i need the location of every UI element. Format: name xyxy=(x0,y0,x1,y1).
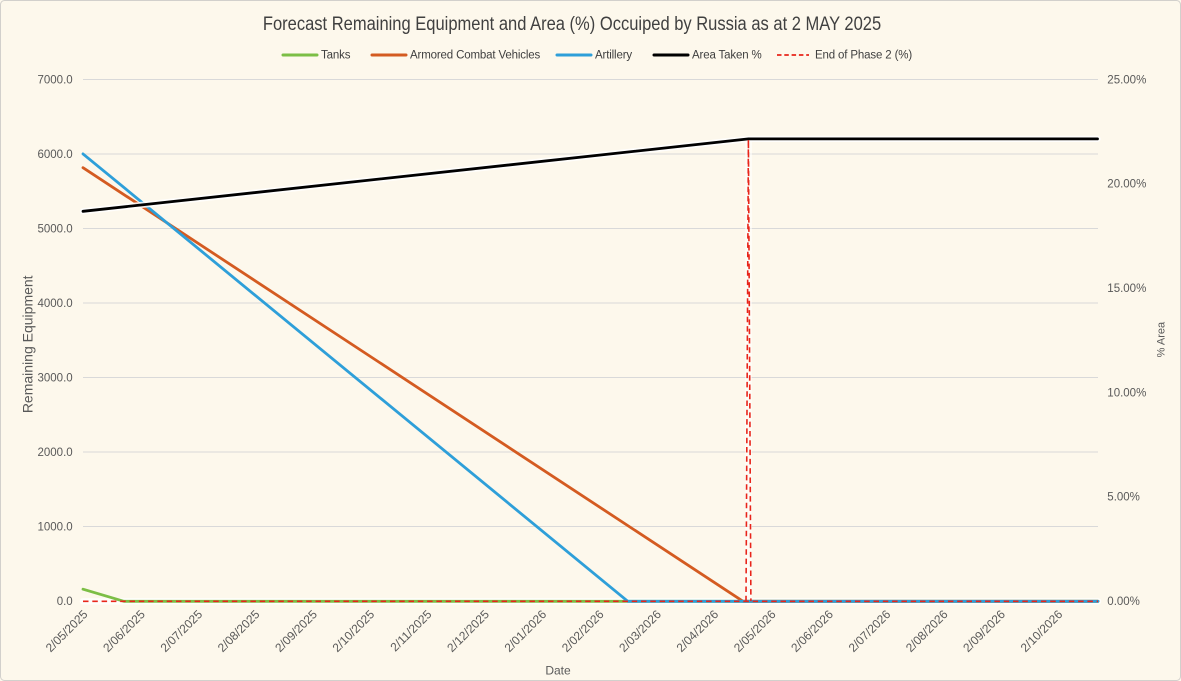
svg-text:Artillery: Artillery xyxy=(595,49,632,61)
svg-text:0.0: 0.0 xyxy=(57,596,73,608)
svg-text:6000.0: 6000.0 xyxy=(38,149,73,161)
svg-text:Armored Combat Vehicles: Armored Combat Vehicles xyxy=(410,49,541,61)
svg-text:0.00%: 0.00% xyxy=(1107,596,1140,608)
svg-text:End of Phase 2 (%): End of Phase 2 (%) xyxy=(815,49,912,61)
svg-text:1000.0: 1000.0 xyxy=(38,521,73,533)
svg-text:Remaining Equipment: Remaining Equipment xyxy=(20,275,36,413)
svg-text:25.00%: 25.00% xyxy=(1107,74,1146,86)
svg-text:Area Taken %: Area Taken % xyxy=(692,49,762,61)
svg-text:3000.0: 3000.0 xyxy=(38,372,73,384)
svg-text:Date: Date xyxy=(545,664,571,678)
svg-text:7000.0: 7000.0 xyxy=(38,74,73,86)
svg-text:5000.0: 5000.0 xyxy=(38,223,73,235)
svg-text:Forecast Remaining Equipment a: Forecast Remaining Equipment and Area (%… xyxy=(263,13,881,34)
svg-text:15.00%: 15.00% xyxy=(1107,283,1146,295)
svg-text:5.00%: 5.00% xyxy=(1107,492,1140,504)
svg-text:10.00%: 10.00% xyxy=(1107,387,1146,399)
svg-text:4000.0: 4000.0 xyxy=(38,298,73,310)
svg-text:% Area: % Area xyxy=(1156,321,1168,357)
svg-text:20.00%: 20.00% xyxy=(1107,179,1146,191)
svg-text:Tanks: Tanks xyxy=(321,49,351,61)
svg-text:2000.0: 2000.0 xyxy=(38,447,73,459)
